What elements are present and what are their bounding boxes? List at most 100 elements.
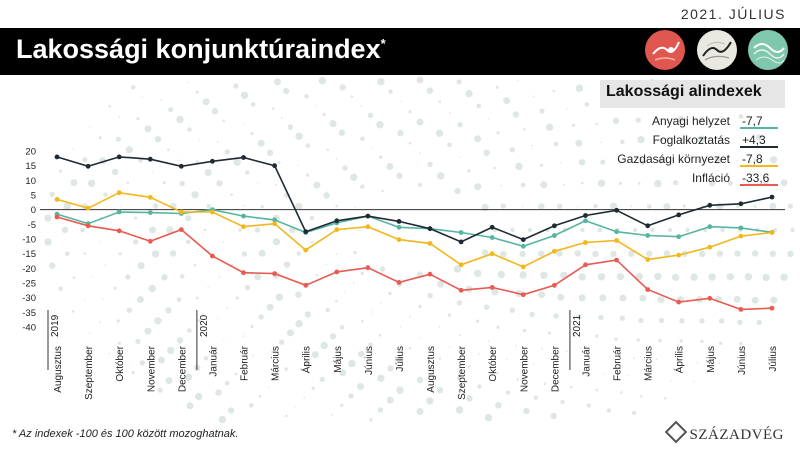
y-tick-label: 5 [31, 191, 36, 202]
legend-value: -7,7 [742, 114, 763, 128]
data-point [396, 280, 402, 285]
legend: Anyagi helyzet -7,7 Foglalkoztatás +4,3 … [560, 112, 782, 188]
data-point [210, 253, 215, 259]
legend-label: Anyagi helyzet [651, 114, 730, 128]
data-point [54, 154, 60, 160]
data-point [241, 224, 246, 230]
legend-swatch [740, 165, 778, 167]
data-point [85, 163, 91, 169]
data-point [303, 282, 309, 288]
y-tick-label: -40 [22, 323, 36, 334]
data-point [520, 243, 526, 249]
data-point [738, 225, 744, 231]
data-point [54, 197, 60, 202]
data-point [707, 244, 713, 250]
data-point [614, 229, 619, 235]
y-tick-label: 0 [31, 205, 36, 216]
data-point [427, 241, 433, 246]
data-point [241, 155, 246, 160]
data-point [272, 217, 277, 223]
series-line [56, 216, 773, 311]
data-point [178, 163, 184, 169]
mountain-trend-icon [696, 30, 737, 70]
data-point [769, 230, 775, 235]
data-point [303, 229, 309, 235]
data-point [458, 239, 464, 245]
y-tick-label: 15 [25, 161, 36, 172]
data-point [365, 224, 371, 230]
x-tick-label: Május [333, 346, 344, 373]
data-point [489, 224, 495, 230]
data-point [520, 292, 526, 298]
data-point [583, 240, 588, 245]
data-point [272, 163, 277, 169]
data-point [583, 262, 588, 268]
x-tick-label: Május [706, 346, 717, 373]
legend-label: Gazdasági környezet [617, 152, 730, 166]
x-tick-label: Április [300, 346, 313, 373]
subindex-badges [638, 30, 788, 70]
data-point [489, 235, 495, 240]
data-point [614, 207, 619, 213]
x-tick-label: Október [115, 345, 126, 381]
data-point [489, 251, 495, 257]
x-tick-label: Október [488, 345, 499, 381]
data-point [552, 248, 557, 254]
data-point [178, 227, 184, 232]
data-point [645, 233, 651, 238]
x-tick-label: November [519, 345, 530, 392]
data-point [707, 295, 713, 301]
brand-logo: SZÁZADVÉG [664, 420, 785, 444]
data-point [458, 230, 464, 235]
data-point [707, 224, 713, 230]
y-tick-label: 20 [25, 147, 36, 158]
data-point [365, 213, 371, 219]
x-tick-label: December [550, 345, 561, 392]
legend-item-gazdasagi-kornyezet: Gazdasági környezet -7,8 [560, 150, 782, 169]
data-point [272, 221, 277, 227]
year-label: 2020 [199, 314, 210, 337]
data-point [116, 190, 122, 196]
footnote: * Az indexek -100 és 100 között mozoghat… [12, 428, 239, 440]
legend-value: -7,8 [742, 152, 763, 166]
data-point [738, 233, 744, 239]
legend-swatch [740, 127, 778, 129]
data-point [676, 234, 682, 240]
diamond-logo-icon [664, 420, 687, 444]
y-tick-label: -15 [22, 249, 36, 260]
legend-value: +4,3 [742, 133, 766, 147]
data-point [178, 209, 184, 215]
data-point [489, 285, 495, 290]
data-point [583, 218, 588, 224]
legend-label: Foglalkoztatás [652, 133, 730, 147]
data-point [396, 237, 402, 242]
year-label: 2019 [50, 314, 61, 337]
data-point [520, 264, 526, 270]
line-chart: 20 15 10 5 0 -5 -10 -15 -20 -25 -30 -35 -40 2019 2020 2… [22, 147, 785, 400]
x-tick-label: Március [644, 346, 655, 381]
y-tick-label: 10 [25, 176, 36, 187]
data-point [396, 219, 402, 224]
x-tick-label: November [146, 345, 157, 392]
data-point [147, 156, 153, 162]
legend-item-anyagi-helyzet: Anyagi helyzet -7,7 [560, 112, 782, 131]
legend-swatch [740, 184, 778, 186]
data-point [458, 287, 464, 293]
x-tick-label: Február [613, 345, 624, 381]
report-date: 2021. JÚLIUS [680, 6, 786, 22]
data-point [707, 202, 713, 208]
data-point [427, 271, 433, 277]
data-point [210, 158, 215, 164]
y-tick-label: -20 [22, 264, 36, 275]
legend-value: -33,6 [742, 171, 770, 185]
data-point [396, 224, 402, 230]
data-point [769, 305, 775, 311]
data-point [334, 227, 340, 232]
y-tick-label: -35 [22, 308, 36, 319]
y-tick-label: -30 [22, 293, 36, 304]
data-point [210, 209, 215, 215]
x-tick-label: Augusztus [426, 346, 437, 393]
legend-item-inflacio: Infláció -33,6 [560, 169, 782, 188]
data-point [116, 209, 122, 215]
